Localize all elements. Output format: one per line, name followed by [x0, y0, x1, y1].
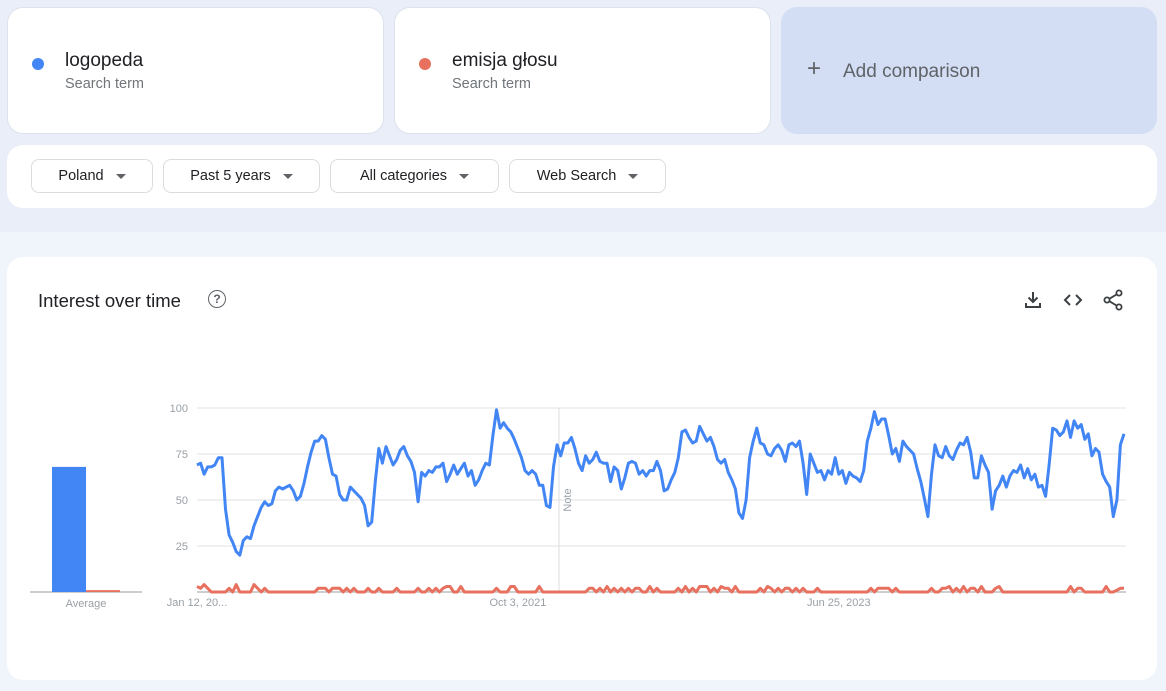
panel-title: Interest over time: [38, 290, 181, 311]
series-color-dot: [32, 58, 44, 70]
search-term-card-1[interactable]: logopeda Search term: [7, 7, 384, 134]
note-label: Note: [562, 488, 574, 511]
search-type-dropdown[interactable]: Web Search: [509, 159, 666, 193]
series-line: [196, 583, 1124, 594]
time-range-dropdown[interactable]: Past 5 years: [163, 159, 320, 193]
x-tick-label: Jun 25, 2023: [807, 597, 871, 609]
y-tick-label: 75: [176, 449, 188, 461]
add-comparison-button[interactable]: + Add comparison: [781, 7, 1157, 134]
average-label: Average: [66, 598, 107, 610]
search-term-name[interactable]: emisja głosu: [452, 50, 558, 71]
search-term-type: Search term: [65, 76, 144, 92]
download-icon[interactable]: [1021, 288, 1045, 312]
dropdown-label: Web Search: [536, 168, 617, 184]
y-tick-label: 25: [176, 541, 188, 553]
x-tick-label: Oct 3, 2021: [489, 597, 546, 609]
filter-bar: Poland Past 5 years All categories Web S…: [7, 145, 1157, 208]
category-dropdown[interactable]: All categories: [330, 159, 499, 193]
caret-down-icon: [628, 173, 639, 179]
help-circle-icon[interactable]: ?: [208, 290, 226, 308]
average-bar: [86, 590, 120, 592]
share-icon[interactable]: [1101, 288, 1125, 312]
search-term-name[interactable]: logopeda: [65, 50, 144, 71]
plus-icon: +: [807, 55, 822, 82]
series-color-dot: [419, 58, 431, 70]
y-tick-label: 100: [170, 403, 188, 415]
embed-code-icon[interactable]: [1061, 288, 1085, 312]
dropdown-label: Poland: [58, 168, 104, 184]
add-comparison-label: Add comparison: [843, 61, 981, 82]
search-term-card-2[interactable]: emisja głosu Search term: [394, 7, 771, 134]
y-tick-label: 50: [176, 495, 188, 507]
search-term-type: Search term: [452, 76, 531, 92]
series-line: [196, 408, 1126, 557]
dropdown-label: Past 5 years: [190, 168, 271, 184]
caret-down-icon: [459, 173, 470, 179]
caret-down-icon: [282, 173, 293, 179]
average-bar: [52, 466, 86, 592]
dropdown-label: All categories: [359, 168, 448, 184]
x-tick-label: Jan 12, 20...: [167, 597, 228, 609]
caret-down-icon: [115, 173, 126, 179]
region-dropdown[interactable]: Poland: [31, 159, 153, 193]
